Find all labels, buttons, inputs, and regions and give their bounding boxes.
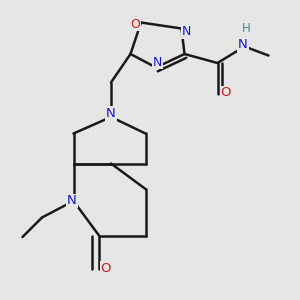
Text: N: N [181, 25, 191, 38]
Text: O: O [130, 17, 140, 31]
Text: N: N [67, 194, 77, 208]
Text: H: H [242, 22, 250, 35]
Text: N: N [106, 107, 116, 120]
Text: O: O [100, 262, 111, 275]
Text: N: N [238, 38, 248, 52]
Text: O: O [221, 86, 231, 100]
Text: N: N [153, 56, 162, 69]
